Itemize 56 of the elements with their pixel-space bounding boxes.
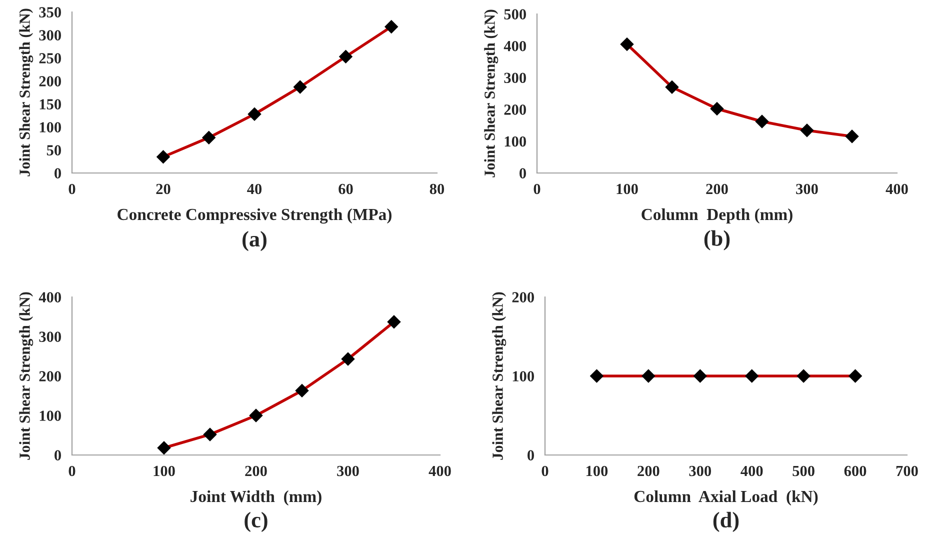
y-tick-label: 300 xyxy=(504,72,526,84)
y-tick-label: 150 xyxy=(40,99,61,110)
x-tick-label: 80 xyxy=(430,184,444,194)
x-axis-title: Concrete Compressive Strength (MPa) xyxy=(118,208,392,224)
x-tick-label: 0 xyxy=(68,466,76,476)
x-tick-label: 40 xyxy=(247,184,262,194)
x-tick-label: 100 xyxy=(154,466,175,476)
y-axis-title: Joint Shear Strength (kN) xyxy=(19,8,34,176)
y-tick-label: 200 xyxy=(512,292,534,302)
y-tick-label: 350 xyxy=(39,7,61,18)
y-tick-label: 0 xyxy=(54,450,61,460)
x-tick-label: 60 xyxy=(338,184,353,194)
y-tick-label: 500 xyxy=(504,9,526,20)
y-axis-title: Joint Shear Strength (kN) xyxy=(19,292,34,460)
x-axis-title: Column Axial Load (kN) xyxy=(634,490,818,506)
x-tick-label: 400 xyxy=(886,184,908,194)
x-tick-label: 20 xyxy=(156,184,170,194)
x-tick-label: 0 xyxy=(68,184,76,194)
x-tick-label: 100 xyxy=(616,184,638,194)
text: (c) xyxy=(244,512,268,532)
y-tick-label: 200 xyxy=(39,371,61,382)
x-tick-label: 700 xyxy=(896,466,918,476)
y-tick-label: 100 xyxy=(512,371,534,382)
text: (a) xyxy=(242,230,266,252)
y-tick-label: 250 xyxy=(39,53,61,64)
x-tick-label: 300 xyxy=(689,466,712,476)
x-tick-label: 400 xyxy=(428,466,451,476)
x-axis-title: Joint Width (mm) xyxy=(190,490,322,506)
x-tick-label: 600 xyxy=(844,466,866,476)
x-axis-title: Column Depth (mm) xyxy=(642,208,792,224)
y-tick-label: 0 xyxy=(520,168,526,178)
y-tick-label: 400 xyxy=(38,292,61,302)
y-tick-label: 200 xyxy=(504,104,526,115)
x-tick-label: 400 xyxy=(740,466,763,476)
text: (b) xyxy=(704,230,730,250)
y-tick-label: 200 xyxy=(39,76,61,86)
x-tick-label: 100 xyxy=(586,466,608,476)
y-axis-title: Joint Shear Strength (kN) xyxy=(492,292,506,460)
x-tick-label: 200 xyxy=(638,466,660,476)
y-tick-label: 100 xyxy=(40,122,61,132)
y-tick-label: 0 xyxy=(528,450,534,460)
y-tick-label: 400 xyxy=(504,40,526,52)
y-tick-label: 100 xyxy=(504,136,526,147)
y-axis-title: Joint Shear Strength (kN) xyxy=(484,10,498,178)
y-tick-label: 50 xyxy=(46,145,61,156)
x-tick-label: 500 xyxy=(792,466,814,476)
x-tick-label: 200 xyxy=(706,184,728,194)
text: (d) xyxy=(713,512,739,532)
x-tick-label: 200 xyxy=(245,466,267,476)
y-tick-label: 0 xyxy=(54,168,61,178)
x-tick-label: 300 xyxy=(337,466,359,476)
x-tick-label: 300 xyxy=(796,184,818,194)
y-tick-label: 300 xyxy=(39,332,61,342)
y-tick-label: 100 xyxy=(40,410,61,421)
x-tick-label: 0 xyxy=(542,466,548,476)
y-tick-label: 300 xyxy=(39,30,61,40)
